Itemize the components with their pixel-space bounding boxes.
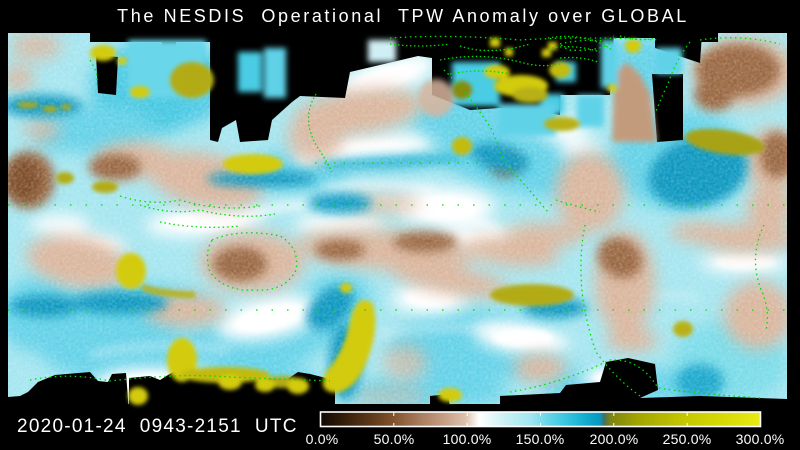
svg-text:0.0%: 0.0% <box>306 431 339 447</box>
svg-text:300.0%: 300.0% <box>736 431 785 447</box>
svg-text:50.0%: 50.0% <box>374 431 415 447</box>
svg-text:200.0%: 200.0% <box>590 431 639 447</box>
svg-text:2020-01-24 0943-2151 UTC: 2020-01-24 0943-2151 UTC <box>17 416 298 437</box>
svg-text:150.0%: 150.0% <box>516 431 565 447</box>
svg-text:100.0%: 100.0% <box>443 431 492 447</box>
svg-text:250.0%: 250.0% <box>663 431 712 447</box>
svg-text:The NESDIS Operational TPW A: The NESDIS Operational TPW Anomaly over … <box>117 6 689 26</box>
